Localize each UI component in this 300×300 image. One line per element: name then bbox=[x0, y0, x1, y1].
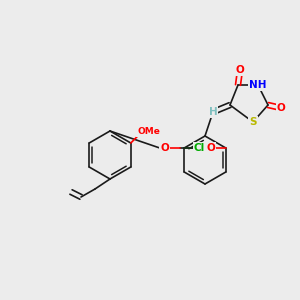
Text: O: O bbox=[206, 143, 215, 153]
Text: OMe: OMe bbox=[137, 128, 160, 136]
Text: O: O bbox=[277, 103, 285, 113]
Text: O: O bbox=[236, 65, 244, 75]
Text: S: S bbox=[249, 117, 257, 127]
Text: Cl: Cl bbox=[194, 143, 205, 153]
Text: NH: NH bbox=[249, 80, 267, 90]
Text: O: O bbox=[160, 143, 169, 153]
Text: H: H bbox=[208, 107, 217, 117]
